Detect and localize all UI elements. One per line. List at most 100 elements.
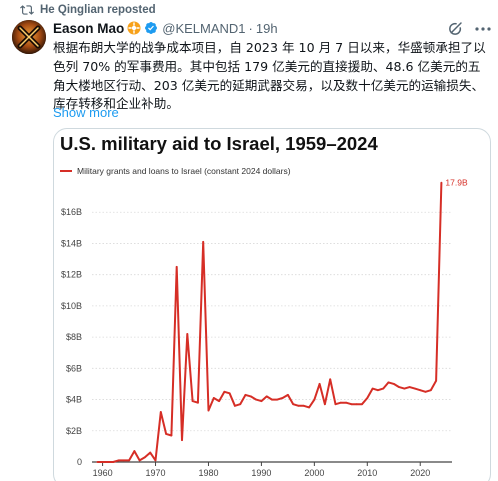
- repost-indicator[interactable]: He Qinglian reposted: [20, 3, 156, 17]
- data-point: [371, 387, 374, 390]
- x-tick-label: 2010: [357, 468, 377, 478]
- y-tick-label: $6B: [66, 363, 82, 373]
- data-point: [334, 403, 337, 406]
- data-point: [128, 459, 130, 462]
- data-point: [202, 241, 205, 243]
- data-point: [244, 394, 247, 396]
- data-point: [112, 461, 115, 463]
- y-tick-label: $16B: [61, 207, 82, 217]
- chart-image-card[interactable]: U.S. military aid to Israel, 1959–2024 M…: [53, 128, 491, 481]
- data-point: [377, 389, 379, 392]
- data-point: [329, 378, 332, 381]
- data-point: [408, 386, 411, 388]
- data-point: [419, 389, 422, 392]
- end-value-label: 17.9B: [445, 178, 468, 188]
- data-point: [398, 386, 400, 388]
- data-point: [265, 395, 268, 398]
- data-point: [271, 398, 273, 401]
- data-point: [197, 401, 199, 404]
- x-tick-label: 1970: [146, 468, 166, 478]
- data-point: [234, 404, 236, 407]
- data-point: [292, 403, 295, 406]
- avatar[interactable]: [12, 20, 46, 54]
- x-tick-label: 2000: [304, 468, 324, 478]
- tweet-header: Eason Mao @KELMAND1 · 19h: [53, 19, 278, 37]
- y-tick-label: $8B: [66, 332, 82, 342]
- data-point: [175, 266, 178, 268]
- tweet-text: 根据布朗大学的战争成本项目，自 2023 年 10 月 7 日以来，华盛顿承担了…: [53, 40, 486, 112]
- author-handle[interactable]: @KELMAND1: [162, 20, 246, 36]
- data-point: [403, 387, 406, 390]
- data-point: [424, 390, 427, 393]
- data-point: [255, 398, 257, 401]
- grok-icon[interactable]: [446, 20, 464, 38]
- chart-title: U.S. military aid to Israel, 1959–2024: [60, 133, 378, 154]
- separator-dot: ·: [248, 20, 253, 36]
- author-name[interactable]: Eason Mao: [53, 20, 125, 36]
- data-point: [276, 398, 279, 401]
- x-tick-label: 2020: [410, 468, 430, 478]
- x-tick-label: 1960: [93, 468, 113, 478]
- emoji-badge-icon: [127, 21, 141, 35]
- data-point: [181, 439, 183, 441]
- data-point: [392, 383, 395, 385]
- data-point: [260, 400, 263, 402]
- data-point: [154, 459, 157, 462]
- y-tick-label: $10B: [61, 301, 82, 311]
- more-options-icon[interactable]: [474, 22, 492, 36]
- y-tick-label: $14B: [61, 238, 82, 248]
- data-point: [339, 401, 342, 404]
- data-point: [207, 409, 210, 412]
- data-point: [313, 398, 316, 401]
- chart-legend: Military grants and loans to Israel (con…: [60, 165, 291, 177]
- data-point: [440, 181, 443, 184]
- data-point: [345, 401, 347, 404]
- data-point: [223, 390, 226, 393]
- repost-label: He Qinglian reposted: [40, 4, 156, 16]
- series-line: [97, 182, 443, 463]
- data-point: [429, 389, 432, 392]
- data-point: [324, 403, 326, 406]
- data-point: [318, 383, 321, 385]
- repost-icon: [20, 3, 34, 17]
- data-point: [186, 333, 189, 335]
- data-point: [302, 404, 305, 407]
- data-point: [382, 387, 385, 390]
- data-point: [133, 450, 136, 452]
- y-tick-label: $12B: [61, 270, 82, 280]
- y-tick-label: $4B: [66, 395, 82, 405]
- chart-plot: 0 $2B $4B $6B $8B $10B $12B $14B $16B 1960 1970 198…: [61, 178, 468, 478]
- legend-swatch: [60, 170, 72, 172]
- data-point: [101, 461, 104, 463]
- data-point: [96, 461, 99, 463]
- data-point: [361, 403, 363, 406]
- data-point: [297, 404, 300, 407]
- y-tick-label: 0: [77, 457, 82, 467]
- data-point: [308, 406, 310, 409]
- data-point: [149, 451, 152, 454]
- data-point: [191, 400, 194, 402]
- data-point: [138, 459, 141, 462]
- data-point: [165, 433, 167, 435]
- data-point: [387, 381, 390, 384]
- show-more-link[interactable]: Show more: [53, 105, 119, 120]
- data-point: [107, 461, 109, 463]
- data-point: [366, 397, 369, 399]
- data-point: [287, 394, 289, 396]
- timestamp[interactable]: 19h: [255, 20, 278, 36]
- x-tick-label: 1990: [251, 468, 271, 478]
- data-point: [228, 392, 231, 395]
- data-point: [144, 456, 146, 459]
- data-point: [218, 400, 221, 402]
- data-point: [122, 459, 125, 462]
- verified-badge-icon[interactable]: [144, 21, 158, 35]
- data-point: [355, 403, 358, 406]
- legend-label: Military grants and loans to Israel (con…: [77, 166, 291, 176]
- data-point: [239, 403, 242, 406]
- data-point: [435, 379, 437, 382]
- data-point: [414, 387, 416, 390]
- data-point: [212, 397, 215, 399]
- data-point: [170, 434, 173, 437]
- data-point: [249, 395, 252, 398]
- data-point: [281, 397, 284, 399]
